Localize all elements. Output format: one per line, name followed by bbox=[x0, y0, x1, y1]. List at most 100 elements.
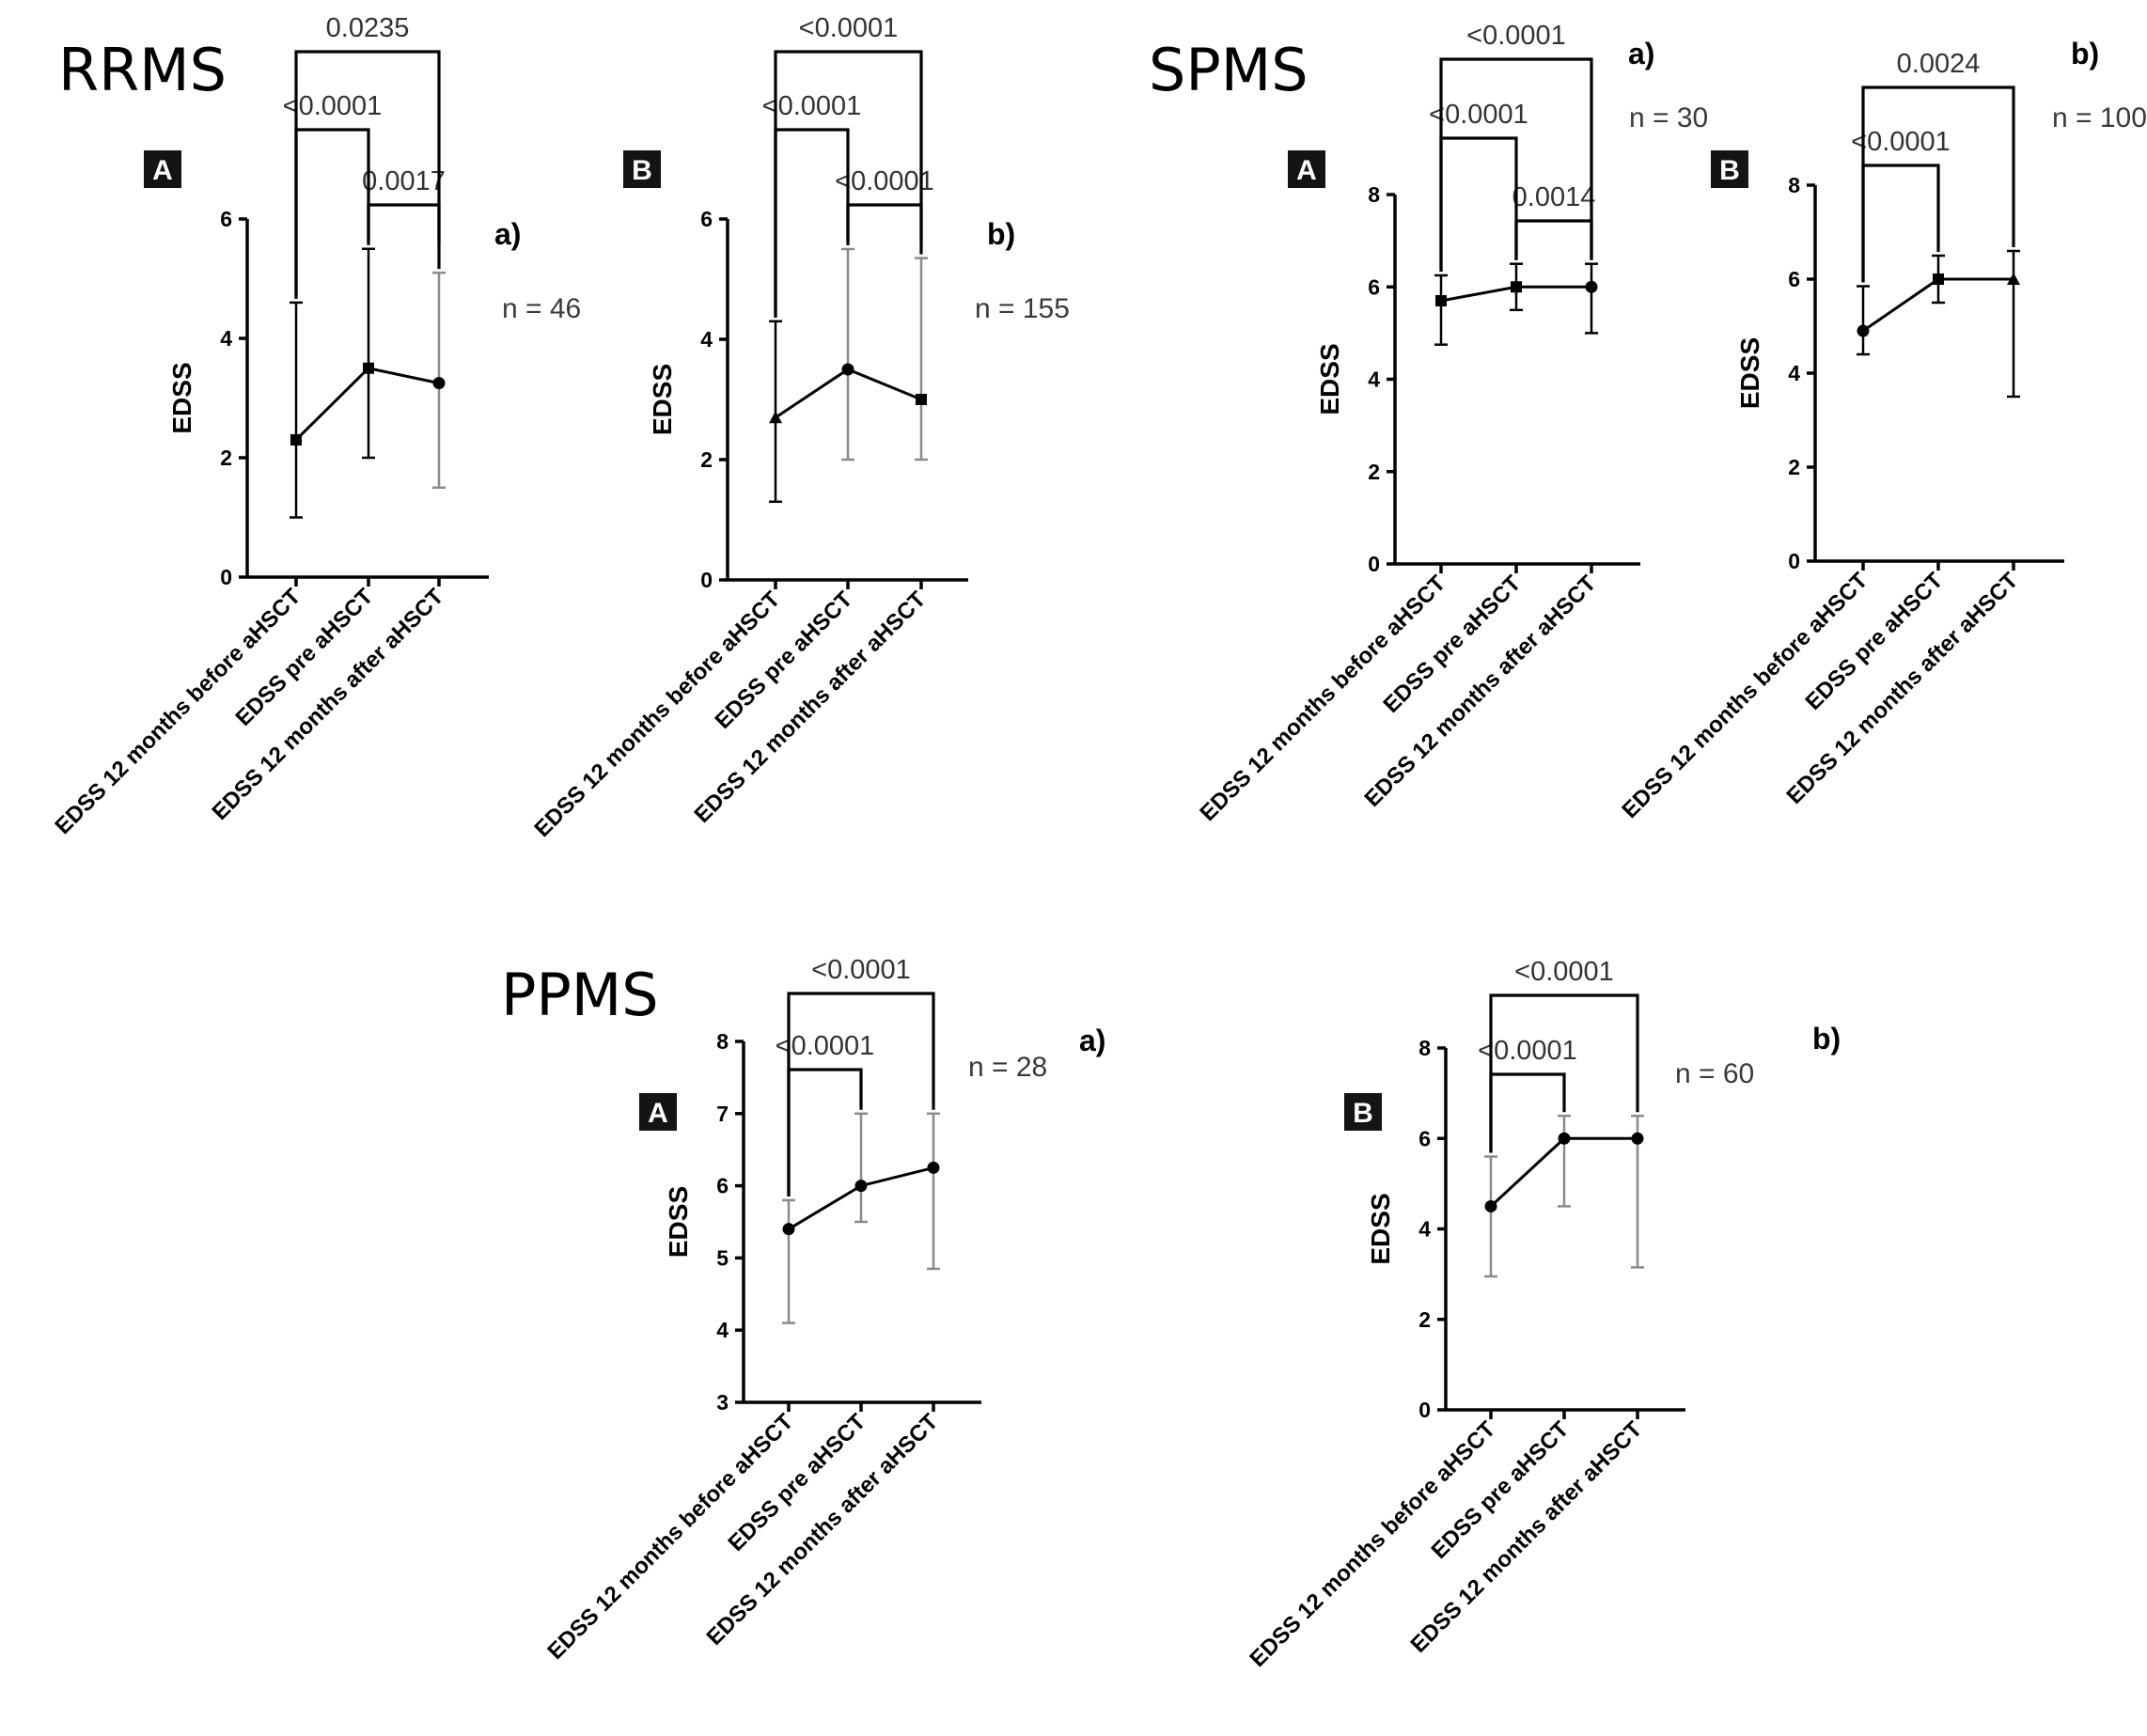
subpanel-tag: b) bbox=[1812, 1022, 1841, 1056]
y-tick-label: 0 bbox=[220, 565, 232, 589]
panel-badge-bg bbox=[1344, 1093, 1382, 1131]
y-tick-label: 2 bbox=[1788, 455, 1800, 479]
subpanel-tag: b) bbox=[2071, 37, 2099, 70]
data-point bbox=[1585, 280, 1598, 293]
y-tick-label: 2 bbox=[220, 446, 232, 470]
significance-bracket bbox=[846, 203, 923, 242]
group-title-rrms: RRMS bbox=[58, 36, 227, 104]
panel-badge-bg bbox=[144, 150, 181, 188]
p-value-label: <0.0001 bbox=[811, 955, 911, 985]
y-tick-label: 0 bbox=[1788, 549, 1800, 573]
y-tick-label: 6 bbox=[1368, 274, 1380, 299]
significance-bracket bbox=[367, 203, 441, 242]
data-point bbox=[927, 1161, 940, 1174]
y-axis-label: EDSS bbox=[1366, 1193, 1395, 1264]
data-point bbox=[841, 363, 854, 376]
data-point bbox=[1511, 281, 1522, 293]
significance-bracket bbox=[787, 992, 935, 1196]
data-point bbox=[1933, 274, 1944, 285]
subpanel-tag: b) bbox=[987, 217, 1015, 251]
significance-bracket bbox=[774, 128, 850, 318]
p-value-label: <0.0001 bbox=[1851, 127, 1951, 157]
significance-bracket bbox=[1489, 993, 1639, 1153]
y-tick-label: 6 bbox=[700, 207, 713, 231]
panel-badge: A bbox=[144, 150, 181, 188]
y-axis-label: EDSS bbox=[167, 362, 196, 433]
panel-badge-label: A bbox=[152, 155, 173, 186]
data-point bbox=[290, 433, 302, 446]
subpanel-tag: a) bbox=[1079, 1024, 1105, 1057]
data-point bbox=[854, 1180, 868, 1193]
panel-badge: A bbox=[639, 1093, 677, 1131]
subpanel-tag: a) bbox=[1628, 37, 1654, 70]
significance-bracket bbox=[1439, 57, 1593, 272]
y-tick-label: 4 bbox=[1418, 1217, 1431, 1242]
p-value-label: <0.0001 bbox=[1466, 21, 1566, 51]
sample-size-label: n = 100 bbox=[2052, 102, 2147, 133]
panel-badge: B bbox=[623, 150, 661, 188]
panel-badge-label: B bbox=[632, 155, 652, 186]
data-point bbox=[363, 362, 374, 374]
p-value-label: 0.0017 bbox=[362, 166, 446, 196]
x-tick-label: EDSS pre aHSCT bbox=[1800, 568, 1948, 715]
panel-badge-label: A bbox=[1296, 155, 1317, 186]
y-tick-label: 0 bbox=[700, 568, 713, 592]
panel-badge-label: A bbox=[648, 1098, 668, 1129]
y-tick-label: 0 bbox=[1418, 1398, 1431, 1422]
y-tick-label: 4 bbox=[1788, 361, 1800, 385]
group-title-ppms: PPMS bbox=[501, 961, 659, 1029]
y-tick-label: 4 bbox=[716, 1318, 729, 1342]
y-tick-label: 8 bbox=[1368, 182, 1380, 207]
y-tick-label: 4 bbox=[700, 327, 713, 352]
p-value-label: <0.0001 bbox=[776, 1031, 875, 1061]
y-tick-label: 3 bbox=[716, 1390, 729, 1415]
y-tick-label: 5 bbox=[716, 1245, 729, 1270]
y-axis-label: EDSS bbox=[648, 364, 677, 435]
sample-size-label: n = 60 bbox=[1675, 1058, 1754, 1089]
panel-badge: B bbox=[1344, 1093, 1382, 1131]
data-point bbox=[1435, 294, 1447, 306]
data-point bbox=[782, 1223, 795, 1236]
y-tick-label: 8 bbox=[1788, 173, 1800, 197]
panel-badge-bg bbox=[639, 1093, 677, 1131]
panel-badge-bg bbox=[623, 150, 661, 188]
p-value-label: <0.0001 bbox=[283, 91, 383, 121]
y-tick-label: 6 bbox=[1418, 1126, 1431, 1150]
significance-bracket bbox=[1514, 219, 1593, 260]
y-tick-label: 4 bbox=[1368, 368, 1380, 392]
significance-bracket bbox=[1861, 86, 2015, 283]
x-tick-label: EDSS pre aHSCT bbox=[1378, 571, 1526, 718]
y-tick-label: 6 bbox=[716, 1174, 729, 1198]
sample-size-label: n = 30 bbox=[1629, 102, 1708, 133]
significance-bracket bbox=[1439, 136, 1518, 272]
y-tick-label: 6 bbox=[220, 207, 232, 231]
sample-size-label: n = 28 bbox=[968, 1052, 1047, 1083]
y-tick-label: 8 bbox=[716, 1029, 729, 1054]
p-value-label: <0.0001 bbox=[762, 91, 862, 121]
y-axis-label: EDSS bbox=[1315, 343, 1344, 414]
p-value-label: <0.0001 bbox=[1478, 1036, 1577, 1066]
data-point bbox=[1857, 324, 1870, 337]
x-tick-label: EDSS pre aHSCT bbox=[710, 586, 857, 734]
data-point bbox=[1558, 1132, 1571, 1145]
significance-bracket bbox=[787, 1068, 863, 1196]
p-value-label: <0.0001 bbox=[799, 13, 899, 43]
significance-bracket bbox=[1489, 1072, 1566, 1153]
y-tick-label: 7 bbox=[716, 1102, 729, 1126]
y-axis-label: EDSS bbox=[1735, 337, 1764, 409]
y-tick-label: 2 bbox=[1368, 460, 1380, 484]
panel-badge: B bbox=[1711, 150, 1748, 188]
significance-bracket bbox=[294, 50, 441, 299]
data-point bbox=[769, 411, 782, 424]
sample-size-label: n = 155 bbox=[975, 293, 1070, 324]
sample-size-label: n = 46 bbox=[502, 293, 581, 324]
group-title-spms: SPMS bbox=[1149, 36, 1309, 104]
panel-badge-label: B bbox=[1719, 155, 1740, 186]
